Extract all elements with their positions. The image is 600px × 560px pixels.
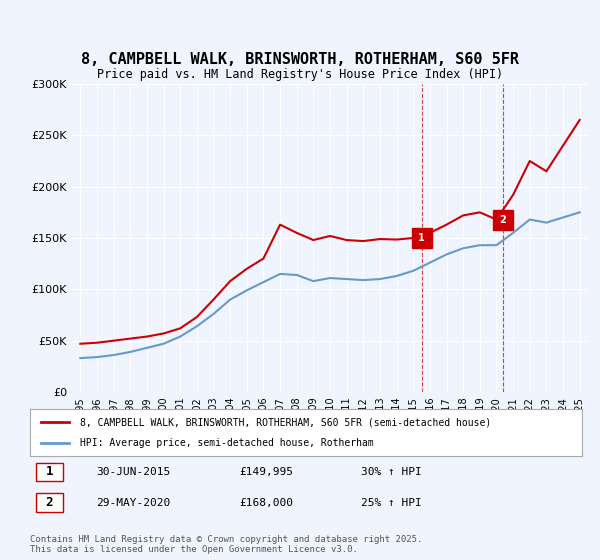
FancyBboxPatch shape — [35, 463, 63, 481]
Text: Price paid vs. HM Land Registry's House Price Index (HPI): Price paid vs. HM Land Registry's House … — [97, 68, 503, 81]
Text: 30-JUN-2015: 30-JUN-2015 — [96, 467, 170, 477]
Text: Contains HM Land Registry data © Crown copyright and database right 2025.
This d: Contains HM Land Registry data © Crown c… — [30, 535, 422, 554]
Text: 29-MAY-2020: 29-MAY-2020 — [96, 498, 170, 507]
Text: HPI: Average price, semi-detached house, Rotherham: HPI: Average price, semi-detached house,… — [80, 438, 373, 448]
Text: 25% ↑ HPI: 25% ↑ HPI — [361, 498, 422, 507]
FancyBboxPatch shape — [35, 493, 63, 512]
Text: £168,000: £168,000 — [240, 498, 294, 507]
Text: £149,995: £149,995 — [240, 467, 294, 477]
Text: 1: 1 — [418, 233, 425, 243]
Text: 8, CAMPBELL WALK, BRINSWORTH, ROTHERHAM, S60 5FR: 8, CAMPBELL WALK, BRINSWORTH, ROTHERHAM,… — [81, 52, 519, 67]
Text: 30% ↑ HPI: 30% ↑ HPI — [361, 467, 422, 477]
Text: 2: 2 — [46, 496, 53, 509]
Text: 2: 2 — [500, 214, 506, 225]
Text: 1: 1 — [46, 465, 53, 478]
Text: 8, CAMPBELL WALK, BRINSWORTH, ROTHERHAM, S60 5FR (semi-detached house): 8, CAMPBELL WALK, BRINSWORTH, ROTHERHAM,… — [80, 417, 491, 427]
